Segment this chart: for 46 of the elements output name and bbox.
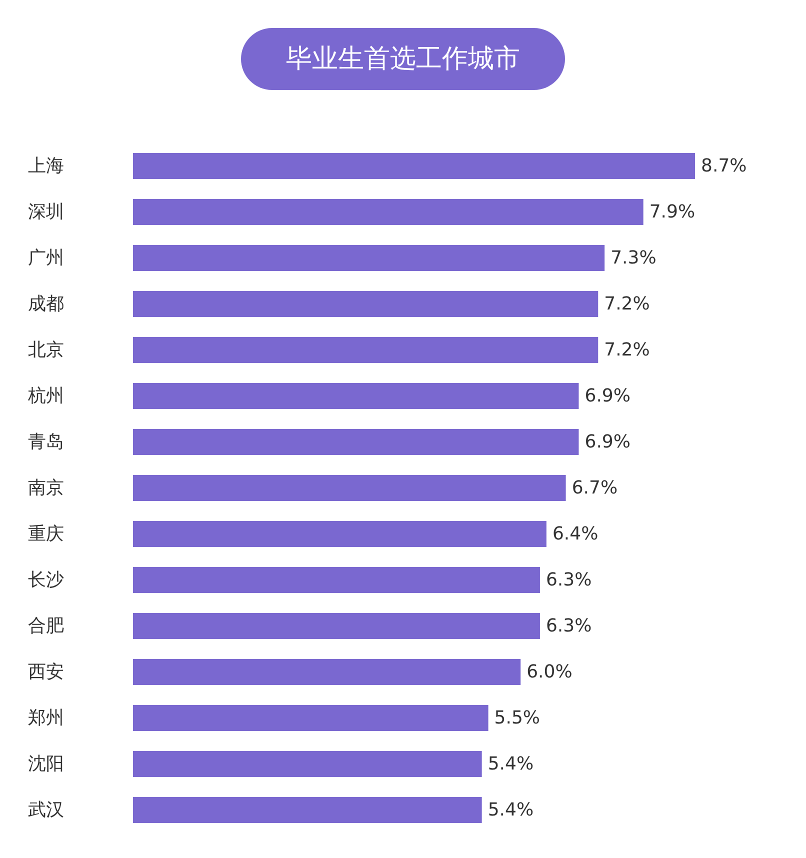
bar [133, 245, 605, 271]
data-label: 7.3% [610, 248, 656, 268]
data-label: 6.4% [552, 524, 598, 544]
data-label: 6.9% [584, 386, 630, 406]
chart-title: 毕业生首选工作城市 [286, 44, 520, 74]
bar [133, 521, 546, 547]
data-label: 5.4% [488, 800, 534, 820]
data-label: 7.2% [604, 294, 650, 314]
bar [133, 337, 598, 363]
y-tick-label: 沈阳 [28, 754, 64, 774]
y-tick-label: 广州 [28, 248, 64, 268]
bar [133, 613, 540, 639]
bar [133, 429, 579, 455]
bar [133, 475, 566, 501]
bar [133, 705, 488, 731]
y-tick-label: 重庆 [28, 524, 64, 544]
data-label: 5.5% [494, 708, 540, 728]
y-tick-label: 西安 [28, 662, 64, 682]
data-label: 8.7% [701, 156, 747, 176]
data-label: 7.9% [649, 202, 696, 222]
y-tick-label: 武汉 [28, 800, 64, 820]
bar [133, 751, 482, 777]
data-label: 6.9% [584, 432, 630, 452]
y-tick-label: 上海 [28, 156, 64, 176]
data-label: 6.3% [546, 616, 592, 636]
data-label: 5.4% [488, 754, 534, 774]
bar [133, 797, 482, 823]
y-tick-label: 杭州 [27, 386, 64, 406]
y-tick-label: 青岛 [28, 432, 64, 452]
y-tick-label: 合肥 [28, 616, 64, 636]
data-label: 6.7% [572, 478, 618, 498]
bar [133, 567, 540, 593]
y-tick-label: 长沙 [28, 570, 64, 590]
bar [133, 659, 521, 685]
y-tick-label: 成都 [28, 294, 64, 314]
y-tick-label: 南京 [28, 478, 64, 498]
bar [133, 291, 598, 317]
data-label: 6.0% [526, 662, 572, 682]
bar [133, 153, 696, 179]
y-tick-label: 北京 [28, 340, 64, 360]
y-tick-label: 深圳 [28, 202, 64, 222]
bar [133, 199, 644, 225]
bar [133, 383, 579, 409]
data-label: 6.3% [546, 570, 592, 590]
data-label: 7.2% [604, 340, 650, 360]
y-tick-label: 郑州 [28, 708, 64, 728]
